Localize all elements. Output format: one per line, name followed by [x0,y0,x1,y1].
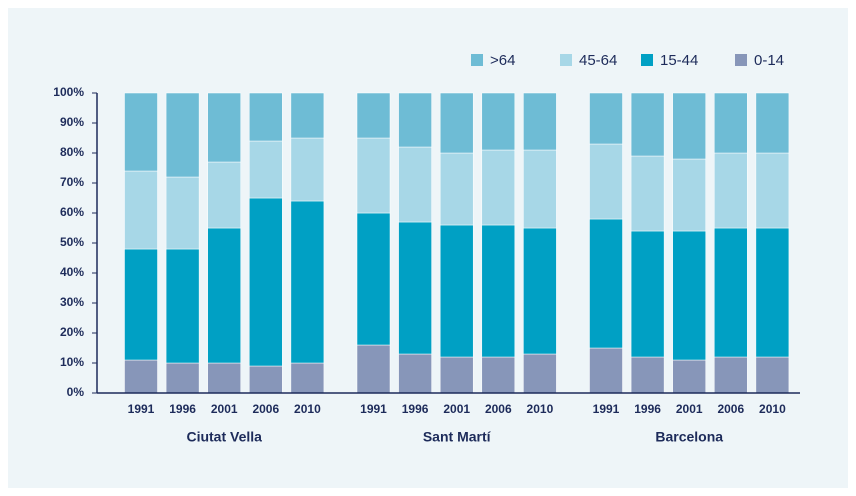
x-tick-label: 2006 [717,402,744,416]
bar-segment [755,152,790,229]
bar-segment [714,92,748,154]
y-tick-label: 50% [60,235,84,249]
x-tick-label: 1991 [593,402,620,416]
x-tick-label: 2001 [211,402,238,416]
bar-segment [249,140,283,199]
group-label: Ciutat Vella [186,429,262,445]
bar-segment [124,170,158,250]
bar-segment [672,92,706,160]
bar-segment [439,356,474,394]
bar-segment [165,176,200,250]
bar-segment [630,230,665,358]
bar-segment [755,227,790,358]
legend-swatch [641,54,653,66]
legend-label: >64 [490,52,515,69]
x-tick-label: 2001 [443,402,470,416]
bar-segment [630,155,665,232]
bar-segment [481,92,516,151]
y-tick-label: 30% [60,295,84,309]
bar-segment [290,362,325,394]
bar-segment [249,92,283,142]
bar-segment [207,227,241,364]
y-tick-label: 70% [60,175,84,189]
bar-segment [165,92,200,178]
y-tick-label: 60% [60,205,84,219]
bar-segment [589,347,623,394]
bar-segment [356,137,391,214]
bar-segment [523,149,557,229]
bar-segment [439,152,474,226]
x-tick-label: 2006 [485,402,512,416]
bar-segment [249,365,283,394]
x-tick-label: 1996 [169,402,196,416]
x-tick-label: 2006 [252,402,279,416]
bar-segment [124,92,158,172]
bar-segment [714,356,748,394]
bar-segment [481,356,516,394]
bar-segment [523,92,557,151]
legend-label: 15-44 [660,52,698,69]
y-tick-label: 20% [60,325,84,339]
legend-swatch [560,54,572,66]
bar-segment [523,353,557,394]
bar-segment [755,92,790,154]
bar-segment [356,344,391,394]
y-tick-label: 90% [60,115,84,129]
bar-segment [124,248,158,361]
legend-label: 0-14 [754,52,784,69]
legend-swatch [735,54,747,66]
bar-segment [290,200,325,364]
group-label: Barcelona [655,429,723,445]
bar-segment [356,92,391,139]
bar-segment [249,197,283,367]
bar-segment [207,92,241,163]
bar-segment [589,218,623,349]
bar-segment [672,158,706,232]
x-tick-label: 2010 [527,402,554,416]
bar-segment [165,248,200,364]
bar-segment [630,356,665,394]
bar-segment [714,152,748,229]
y-tick-label: 80% [60,145,84,159]
bar-segment [290,92,325,139]
x-tick-label: 1996 [634,402,661,416]
bar-segment [398,146,432,223]
y-tick-label: 0% [67,385,85,399]
bar-segment [714,227,748,358]
bar-segment [290,137,325,202]
bar-segment [481,224,516,358]
bar-segment [439,92,474,154]
bar-segment [207,362,241,394]
x-tick-label: 1991 [128,402,155,416]
bar-segment [165,362,200,394]
x-tick-label: 2010 [294,402,321,416]
bar-segment [124,359,158,394]
x-tick-label: 1991 [360,402,387,416]
bar-segment [439,224,474,358]
bar-segment [207,161,241,229]
bar-segment [672,359,706,394]
y-tick-label: 10% [60,355,84,369]
bar-segment [398,92,432,148]
bar-segment [481,149,516,226]
bar-segment [672,230,706,361]
y-tick-label: 100% [53,85,84,99]
bar-segment [589,92,623,145]
bar-segment [755,356,790,394]
bar-segment [398,353,432,394]
x-tick-label: 2010 [759,402,786,416]
x-tick-label: 2001 [676,402,703,416]
bar-segment [356,212,391,346]
legend-swatch [471,54,483,66]
group-label: Sant Martí [423,429,492,445]
bar-segment [589,143,623,220]
bar-segment [630,92,665,157]
bar-segment [523,227,557,355]
bar-segment [398,221,432,355]
legend-label: 45-64 [579,52,617,69]
x-tick-label: 1996 [402,402,429,416]
y-tick-label: 40% [60,265,84,279]
